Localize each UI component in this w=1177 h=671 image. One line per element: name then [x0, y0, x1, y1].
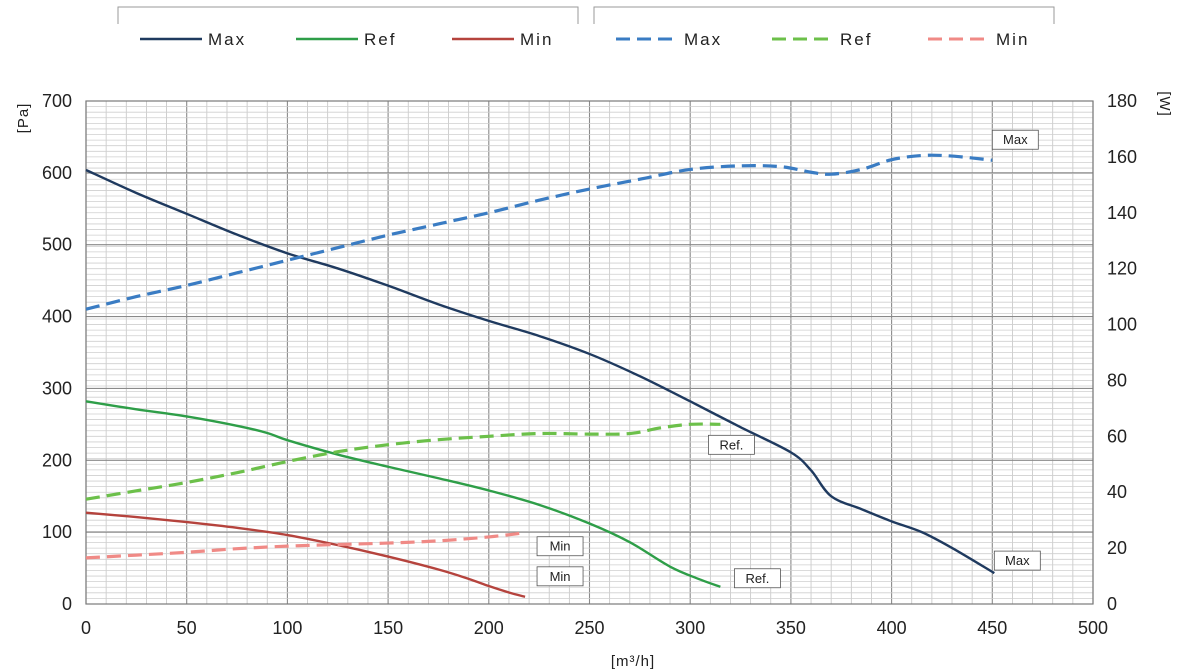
series-line-min-dashed [85, 531, 526, 560]
series-callout-box [536, 566, 584, 587]
x-tick-label: 350 [776, 618, 806, 638]
series-callouts: Max Ref. Min Max Ref. Min [536, 129, 1041, 589]
tick-labels: 0 50 100 150 200 250 300 350 400 450 5000100200300… [42, 91, 1137, 638]
series-callout-label: Ref. [745, 571, 769, 586]
legend-label: Max [684, 30, 722, 49]
y-left-tick-label: 500 [42, 235, 72, 255]
legend-label: Ref [364, 30, 396, 49]
series-callout-box [708, 434, 755, 455]
x-tick-label: 50 [177, 618, 197, 638]
series-callout-box [993, 550, 1041, 571]
y-right-tick-label: 120 [1107, 259, 1137, 279]
series-callout-label: Ref. [719, 437, 743, 452]
y-right-tick-label: 100 [1107, 315, 1137, 335]
series-callout-label: Max [1003, 132, 1028, 147]
x-tick-label: 500 [1078, 618, 1108, 638]
x-axis-title: [m³/h] [611, 653, 655, 670]
series-line-min-solid [85, 511, 526, 598]
series-line-max-solid [85, 168, 995, 575]
x-tick-label: 250 [574, 618, 604, 638]
series-callout: Min [536, 566, 584, 587]
x-tick-label: 300 [675, 618, 705, 638]
series-callout-box [536, 536, 584, 557]
y-right-tick-label: 40 [1107, 482, 1127, 502]
legend-label: Max [208, 30, 246, 49]
legend-label: Min [996, 30, 1029, 49]
legend-label: Min [520, 30, 553, 49]
y-axis-right-title: [W] [1156, 91, 1173, 117]
y-right-tick-label: 20 [1107, 538, 1127, 558]
legend: Max Ref Min Max Ref Min [117, 6, 1055, 49]
legend-group: Max Ref Min [593, 6, 1055, 49]
series-callout: Max [991, 129, 1039, 150]
series-callout-label: Min [550, 569, 571, 584]
y-right-tick-label: 80 [1107, 370, 1127, 390]
series-callout: Max [993, 550, 1041, 571]
x-tick-label: 0 [81, 618, 91, 638]
y-left-tick-label: 700 [42, 91, 72, 111]
y-left-tick-label: 0 [62, 594, 72, 614]
y-right-tick-label: 180 [1107, 91, 1137, 111]
y-right-tick-label: 60 [1107, 426, 1127, 446]
gridlines [85, 100, 1094, 605]
y-right-tick-label: 0 [1107, 594, 1117, 614]
x-tick-label: 450 [977, 618, 1007, 638]
series-lines [85, 153, 995, 598]
series-callout-box [734, 568, 781, 589]
y-left-tick-label: 600 [42, 163, 72, 183]
legend-label: Ref [840, 30, 872, 49]
series-callout: Min [536, 536, 584, 557]
series-callout: Ref. [734, 568, 781, 589]
x-tick-label: 200 [474, 618, 504, 638]
x-tick-label: 150 [373, 618, 403, 638]
x-tick-label: 400 [877, 618, 907, 638]
series-callout-label: Min [550, 539, 571, 554]
series-callout: Ref. [708, 434, 755, 455]
legend-group-bracket [593, 6, 1055, 24]
legend-group-bracket [117, 6, 579, 24]
y-left-tick-label: 400 [42, 307, 72, 327]
axis-titles: [Pa] [W] [m³/h] [15, 91, 1173, 670]
y-axis-left-title: [Pa] [15, 103, 32, 134]
y-left-tick-label: 100 [42, 522, 72, 542]
plot-area-border [85, 100, 1094, 605]
legend-group: Max Ref Min [117, 6, 579, 49]
series-callout-label: Max [1005, 553, 1030, 568]
series-line-ref-dashed [85, 422, 721, 501]
series-callout-box [991, 129, 1039, 150]
x-tick-label: 100 [272, 618, 302, 638]
y-right-tick-label: 160 [1107, 147, 1137, 167]
series-line-ref-solid [85, 400, 721, 588]
plot-frame [85, 100, 1094, 605]
y-left-tick-label: 300 [42, 378, 72, 398]
series-line-max-dashed [85, 153, 993, 311]
y-left-tick-label: 200 [42, 450, 72, 470]
y-right-tick-label: 140 [1107, 203, 1137, 223]
